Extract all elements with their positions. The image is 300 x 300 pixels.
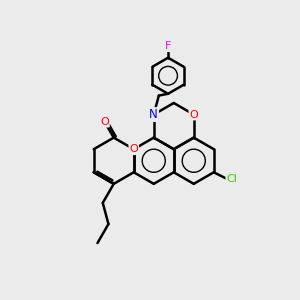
Text: O: O [189,110,198,119]
Text: N: N [149,108,158,121]
Text: O: O [129,144,138,154]
Text: Cl: Cl [226,174,237,184]
Text: F: F [165,41,171,51]
Text: O: O [100,117,109,127]
